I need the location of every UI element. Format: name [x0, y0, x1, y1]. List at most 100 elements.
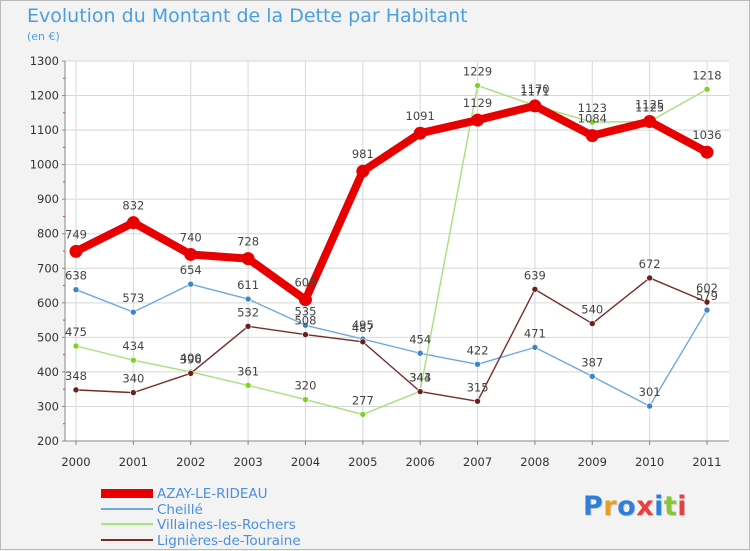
x-tick-label: 2003	[233, 455, 262, 469]
data-point	[130, 308, 137, 316]
y-tick-label: 1000	[30, 158, 59, 172]
legend-swatch	[101, 488, 153, 498]
data-label: 540	[581, 303, 603, 317]
data-point	[588, 320, 596, 327]
data-label: 422	[467, 343, 489, 357]
data-label: 487	[352, 321, 374, 335]
data-point	[471, 113, 485, 127]
data-label: 602	[696, 281, 718, 295]
legend-label: Lignières-de-Touraine	[157, 532, 301, 549]
legend-swatch	[101, 507, 153, 510]
x-tick-label: 2008	[520, 455, 549, 469]
x-tick-label: 2006	[406, 455, 435, 469]
data-point	[184, 247, 198, 261]
data-label: 832	[122, 199, 144, 213]
x-tick-label: 2009	[578, 455, 607, 469]
data-label: 344	[409, 370, 431, 384]
x-tick-label: 2000	[61, 455, 90, 469]
x-tick-label: 2010	[635, 455, 664, 469]
y-tick-label: 300	[37, 399, 59, 413]
data-label: 611	[237, 278, 259, 292]
chart-subtitle: (en €)	[27, 30, 60, 43]
data-point	[474, 397, 481, 405]
data-point	[302, 331, 309, 338]
y-tick-label: 900	[37, 192, 59, 206]
data-label: 277	[352, 393, 374, 407]
data-point	[474, 361, 481, 368]
data-label: 1084	[578, 112, 607, 126]
data-point	[187, 369, 195, 377]
data-label: 1125	[635, 100, 664, 114]
y-tick-label: 400	[37, 365, 59, 379]
series-line	[75, 84, 708, 416]
legend-label: Cheillé	[157, 501, 203, 518]
data-label: 1229	[463, 65, 492, 79]
data-point	[126, 216, 140, 230]
data-point	[531, 286, 539, 293]
y-tick-label: 200	[37, 434, 59, 448]
plot-area	[65, 61, 729, 441]
x-tick-label: 2001	[119, 455, 148, 469]
data-point	[531, 344, 539, 351]
data-label: 740	[180, 230, 202, 244]
data-point	[588, 373, 596, 380]
data-point	[72, 342, 80, 350]
data-point	[241, 252, 255, 266]
data-label: 654	[180, 263, 202, 277]
data-point	[703, 86, 711, 93]
data-label: 396	[180, 352, 202, 366]
data-point	[244, 382, 252, 389]
y-tick-label: 1300	[30, 54, 59, 68]
data-point	[69, 244, 83, 258]
data-label: 508	[294, 314, 316, 328]
x-tick-label: 2005	[348, 455, 377, 469]
y-tick-label: 1100	[30, 123, 59, 137]
data-point	[646, 402, 653, 410]
series-line	[72, 101, 711, 304]
data-label: 573	[122, 291, 144, 305]
data-label: 1170	[520, 82, 549, 96]
data-point	[528, 99, 542, 113]
data-label: 638	[65, 269, 87, 283]
data-point	[703, 306, 711, 314]
data-point	[298, 293, 312, 307]
legend-swatch	[101, 523, 153, 525]
data-label: 454	[409, 332, 431, 346]
legend-swatch	[101, 538, 153, 541]
data-point	[130, 356, 137, 364]
data-label: 495	[352, 318, 374, 332]
data-point	[416, 349, 424, 357]
data-point	[244, 295, 252, 303]
data-label: 434	[122, 339, 144, 353]
data-label: 1036	[692, 128, 721, 142]
data-label: 532	[237, 305, 259, 319]
proxiti-logo: Proxiti	[583, 491, 688, 522]
chart-title: Evolution du Montant de la Dette par Hab…	[27, 5, 468, 27]
data-label: 475	[65, 325, 87, 339]
data-label: 400	[180, 351, 202, 365]
data-point	[646, 274, 653, 282]
data-point	[413, 126, 427, 140]
data-point	[72, 386, 80, 394]
legend-label: Villaines-les-Rochers	[157, 517, 296, 533]
x-tick-label: 2011	[692, 455, 721, 469]
legend-label: AZAY-LE-RIDEAU	[157, 486, 268, 502]
data-label: 728	[237, 235, 259, 249]
series-line	[75, 277, 708, 402]
data-label: 1218	[692, 68, 721, 82]
data-label: 672	[639, 257, 661, 271]
y-tick-label: 500	[37, 330, 59, 344]
data-label: 320	[294, 379, 316, 393]
data-label: 340	[122, 372, 144, 386]
data-point	[703, 298, 711, 306]
data-label: 981	[352, 147, 374, 161]
data-label: 1123	[578, 101, 607, 115]
y-tick-label: 1200	[30, 89, 59, 103]
data-point	[416, 388, 424, 395]
data-label: 361	[237, 364, 259, 378]
data-label: 343	[409, 371, 431, 385]
data-point	[356, 164, 370, 178]
data-point	[244, 323, 252, 330]
data-point	[585, 129, 599, 143]
